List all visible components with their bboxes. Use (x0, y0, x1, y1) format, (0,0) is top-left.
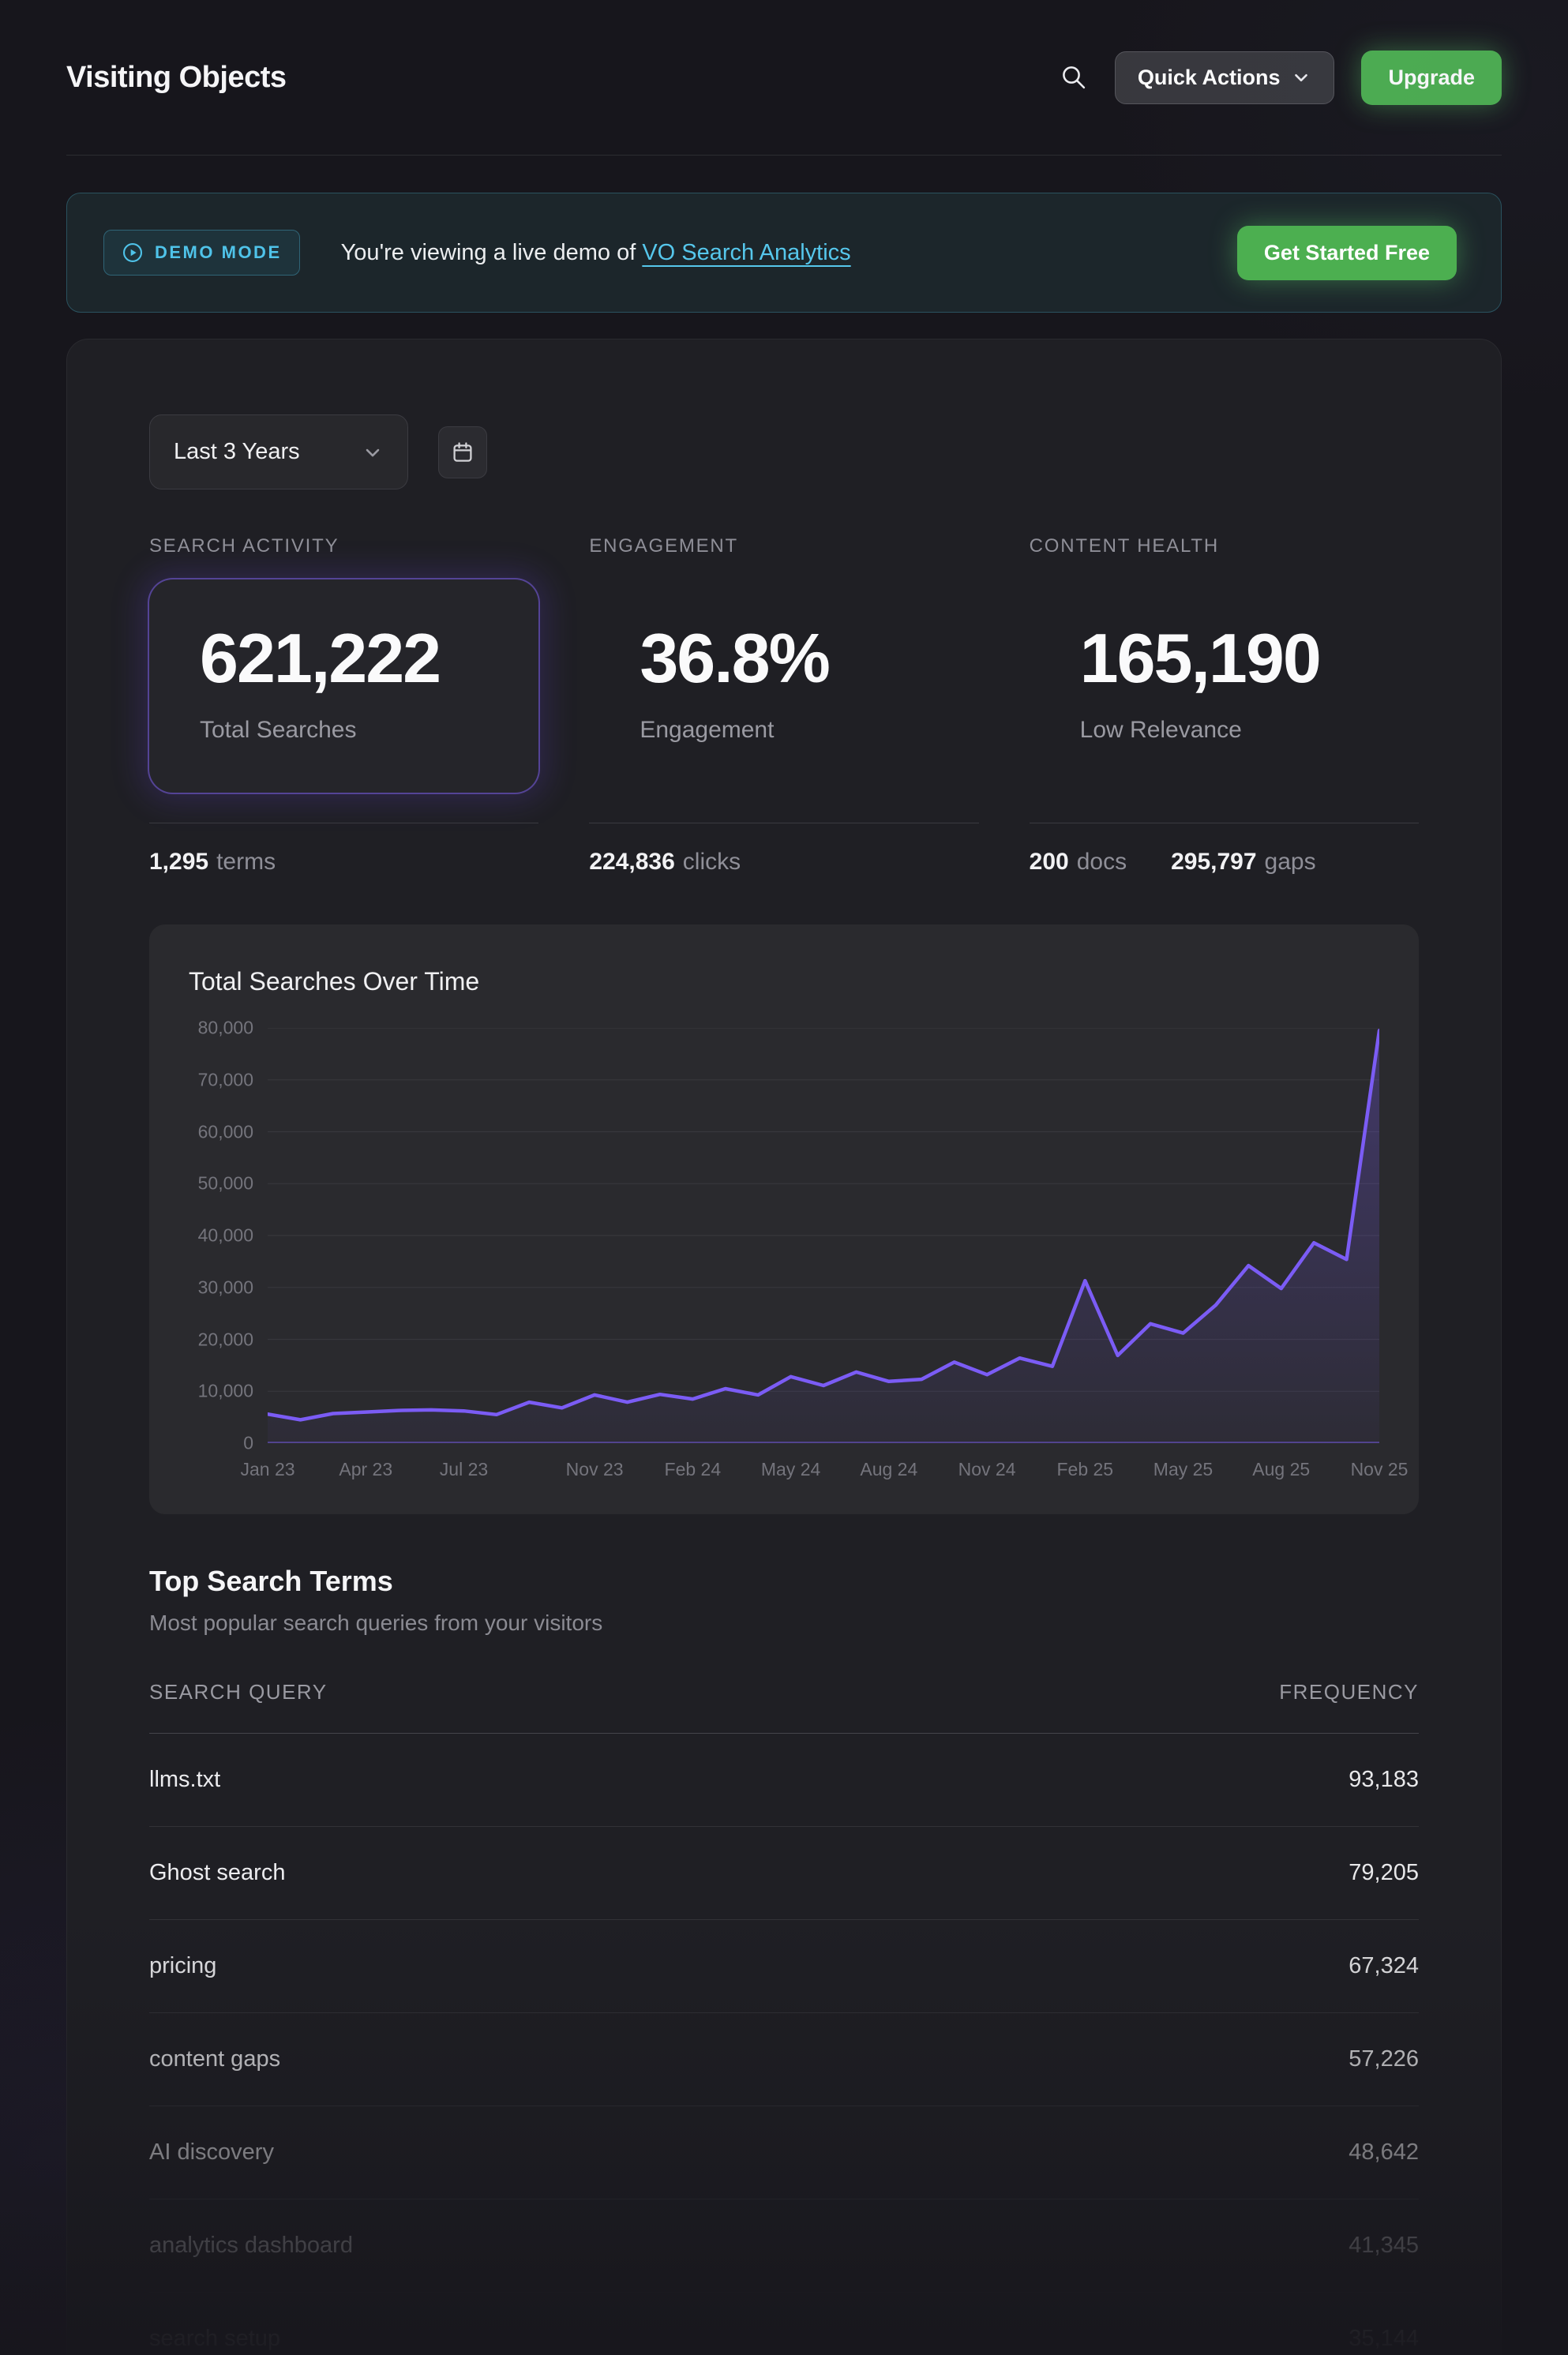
column-header-search-query: SEARCH QUERY (149, 1680, 328, 1704)
x-axis-tick: May 25 (1153, 1459, 1214, 1479)
get-started-free-label: Get Started Free (1263, 240, 1430, 264)
stat-label: Low Relevance (1079, 717, 1242, 743)
table-row: llms.txt 93,183 (149, 1734, 1419, 1827)
stat-value: 36.8% (640, 619, 831, 697)
analytics-card: Last 3 Years SEARCH ACTIVITY 621,222 (66, 339, 1502, 2355)
y-axis-tick: 10,000 (197, 1380, 253, 1401)
y-axis-tick: 70,000 (197, 1069, 253, 1090)
date-range-select[interactable]: Last 3 Years (149, 414, 408, 489)
stat-card-engagement[interactable]: 36.8% Engagement (589, 579, 978, 793)
table-row: content gaps 57,226 (149, 2013, 1419, 2106)
y-axis-tick: 20,000 (197, 1329, 253, 1349)
stat-value: 165,190 (1079, 619, 1322, 697)
stat-section-label: ENGAGEMENT (589, 535, 739, 557)
stat-column-search-activity: SEARCH ACTIVITY 621,222 Total Searches 1… (149, 535, 539, 876)
y-axis-tick: 40,000 (197, 1224, 253, 1246)
section-subtitle: Most popular search queries from your vi… (149, 1611, 603, 1635)
banner-message: You're viewing a live demo of VO Search … (341, 240, 851, 266)
demo-mode-badge: DEMO MODE (103, 230, 300, 276)
demo-mode-label: DEMO MODE (155, 242, 282, 262)
substat-row: 224,836 clicks (589, 823, 978, 876)
substat-row: 200 docs 295,797 gaps (1030, 823, 1419, 876)
searches-line-chart (268, 1028, 1379, 1443)
x-axis-tick: Jan 23 (240, 1459, 295, 1479)
x-axis-tick: Apr 23 (339, 1459, 393, 1479)
stat-column-engagement: ENGAGEMENT 36.8% Engagement 224,836 click… (589, 535, 979, 876)
chevron-down-icon (1295, 73, 1308, 82)
column-header-frequency: FREQUENCY (1279, 1680, 1419, 1704)
x-axis-tick: Nov 25 (1350, 1459, 1409, 1479)
stat-value: 621,222 (200, 619, 441, 697)
top-search-terms-section: Top Search Terms Most popular search que… (149, 1565, 1419, 2355)
get-started-free-button[interactable]: Get Started Free (1236, 225, 1457, 280)
quick-actions-button[interactable]: Quick Actions (1114, 51, 1335, 104)
table-row: Ghost search 79,205 (149, 1827, 1419, 1920)
x-axis-tick: Jul 23 (439, 1459, 489, 1479)
chart-panel: Total Searches Over Time 80,000 70,000 60,… (149, 924, 1419, 1514)
stat-label: Engagement (640, 717, 775, 743)
upgrade-button[interactable]: Upgrade (1361, 50, 1502, 105)
search-terms-table: SEARCH QUERY FREQUENCY llms.txt 93,183 G… (149, 1680, 1419, 2355)
banner-message-text: You're viewing a live demo of (340, 239, 636, 265)
x-axis-tick: Feb 24 (664, 1459, 722, 1479)
y-axis-tick: 50,000 (197, 1172, 253, 1194)
table-row: pricing 67,324 (149, 1920, 1419, 2013)
stats-grid: SEARCH ACTIVITY 621,222 Total Searches 1… (149, 535, 1419, 876)
chart-y-axis: 80,000 70,000 60,000 50,000 40,000 30,000 20,0… (189, 1018, 268, 1453)
substat-docs: 200 docs (1029, 849, 1127, 875)
substat-terms: 1,295 terms (149, 849, 276, 875)
stat-card-low-relevance[interactable]: 165,190 Low Relevance (1030, 579, 1419, 793)
table-row: AI discovery 48,642 (149, 2106, 1419, 2199)
vo-search-analytics-link[interactable]: VO Search Analytics (642, 239, 851, 265)
y-axis-tick: 0 (243, 1432, 253, 1453)
search-button[interactable] (1060, 63, 1088, 92)
x-axis-tick: May 24 (760, 1459, 821, 1479)
upgrade-label: Upgrade (1388, 65, 1475, 89)
x-axis-tick: Feb 25 (1056, 1459, 1114, 1479)
top-bar: Visiting Objects Quick Actions Upgrade (0, 0, 1568, 155)
y-axis-tick: 60,000 (197, 1121, 253, 1142)
substat-row: 1,295 terms (149, 823, 538, 876)
search-icon (1063, 66, 1086, 89)
stat-card-total-searches[interactable]: 621,222 Total Searches (149, 579, 539, 793)
stat-section-label: SEARCH ACTIVITY (149, 535, 339, 557)
x-axis-tick: Aug 25 (1252, 1459, 1311, 1479)
filter-row: Last 3 Years (149, 414, 1419, 489)
page-title: Visiting Objects (66, 60, 287, 94)
header-divider (66, 155, 1502, 156)
chart-plot (268, 1028, 1379, 1443)
y-axis-tick: 80,000 (197, 1017, 253, 1038)
table-header: SEARCH QUERY FREQUENCY (149, 1680, 1419, 1734)
substat-gaps: 295,797 gaps (1171, 849, 1316, 875)
calendar-button[interactable] (438, 426, 487, 478)
demo-banner: DEMO MODE You're viewing a live demo of … (66, 193, 1502, 313)
date-range-value: Last 3 Years (174, 439, 300, 464)
stat-column-content-health: CONTENT HEALTH 165,190 Low Relevance 200… (1029, 535, 1419, 876)
x-axis-tick: Nov 24 (958, 1459, 1016, 1479)
calendar-icon (453, 441, 472, 462)
chart-area: 80,000 70,000 60,000 50,000 40,000 30,000 20,0… (189, 1018, 1379, 1453)
y-axis-tick: 30,000 (197, 1277, 253, 1298)
x-axis-tick: Aug 24 (860, 1459, 918, 1479)
substat-clicks: 224,836 clicks (589, 849, 741, 875)
section-title: Top Search Terms (149, 1565, 393, 1597)
chart-title: Total Searches Over Time (189, 967, 480, 996)
stat-section-label: CONTENT HEALTH (1029, 535, 1219, 557)
x-axis-tick: Nov 23 (565, 1459, 624, 1479)
chart-x-axis: Jan 23 Apr 23 Jul 23 Nov 23 Feb 24 May 24 Aug … (240, 1443, 1408, 1479)
play-icon (122, 242, 143, 263)
top-bar-actions: Quick Actions Upgrade (1060, 50, 1502, 105)
table-row: search setup 35,144 (149, 2326, 1419, 2351)
table-row: analytics dashboard 41,345 (149, 2199, 1419, 2293)
chevron-down-icon (366, 448, 380, 456)
stat-label: Total Searches (200, 717, 357, 743)
quick-actions-label: Quick Actions (1137, 65, 1281, 89)
